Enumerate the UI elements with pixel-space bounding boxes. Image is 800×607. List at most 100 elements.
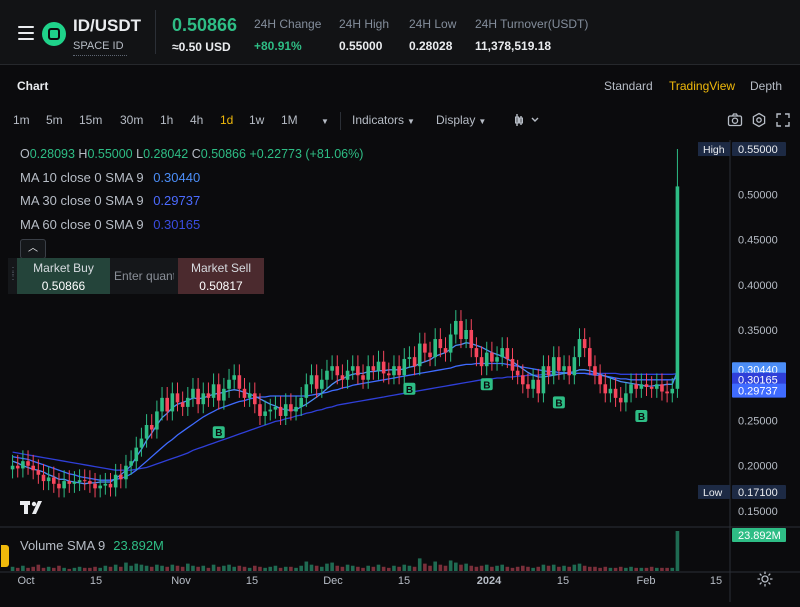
candle-body [247, 393, 252, 398]
candle [253, 382, 257, 414]
candle-body [484, 352, 489, 367]
buy-marker-label: B [638, 412, 645, 423]
collapse-legend-chevron-up-icon[interactable]: ︿ [20, 239, 46, 259]
candle-body [216, 384, 221, 401]
menu-icon[interactable] [18, 26, 34, 40]
volume-bar [180, 566, 185, 571]
candle-body [119, 474, 123, 480]
interval-5m[interactable]: 5m [46, 113, 63, 127]
tab-standard[interactable]: Standard [604, 79, 653, 93]
candle-body [155, 411, 159, 430]
candle-body [72, 482, 77, 484]
price-tick-label: 0.25000 [738, 415, 778, 427]
interval-1m[interactable]: 1m [13, 113, 30, 127]
market-buy-button[interactable]: Market Buy 0.50866 [17, 258, 110, 294]
candle [613, 377, 618, 407]
volume-bar [258, 566, 262, 571]
volume-bar [423, 563, 427, 571]
ma30-legend[interactable]: MA 30 close 0 SMA 9 0.29737 [20, 193, 200, 208]
ma10-legend[interactable]: MA 10 close 0 SMA 9 0.30440 [20, 170, 200, 185]
buy-marker-bg [403, 382, 416, 395]
interval-15m[interactable]: 15m [79, 113, 103, 127]
candle [304, 373, 309, 407]
stat-label: 24H Change [254, 17, 322, 31]
volume-bar [160, 565, 164, 571]
interval-1h[interactable]: 1h [160, 113, 174, 127]
axis-tag-value: 23.892M [738, 530, 781, 542]
interval-1d[interactable]: 1d [220, 113, 234, 127]
candle-body [603, 384, 608, 394]
volume-label: Volume SMA 9 [20, 538, 106, 553]
market-buy-price: 0.50866 [41, 279, 86, 293]
tab-depth[interactable]: Depth [750, 79, 783, 93]
candle-body [402, 358, 407, 376]
candle-body [531, 379, 535, 389]
more-intervals-chevron-down-icon[interactable]: ▼ [321, 117, 329, 126]
gear-icon[interactable] [756, 570, 774, 588]
volume-legend[interactable]: Volume SMA 9 23.892M [20, 538, 164, 553]
candle-body [438, 339, 443, 349]
candle [443, 337, 448, 362]
candle-body [263, 411, 267, 416]
pair-title[interactable]: ID/USDT [73, 16, 141, 35]
last-price: 0.50866 [172, 15, 238, 35]
candle [160, 387, 164, 421]
ohlc-open: 0.28093 [29, 147, 75, 161]
interval-30m[interactable]: 30m [120, 113, 144, 127]
tab-tradingview[interactable]: TradingView [669, 79, 736, 93]
volume-bar [593, 566, 597, 571]
chart-settings-icon[interactable] [751, 112, 767, 128]
volume-bars [10, 531, 680, 571]
candle [484, 341, 489, 376]
interval-1w[interactable]: 1w [249, 113, 265, 127]
volume-bar [484, 564, 489, 571]
volume-bar [196, 566, 200, 571]
volume-bar [119, 566, 123, 571]
candle [108, 472, 113, 497]
candle [144, 414, 149, 448]
indicators-dropdown[interactable]: Indicators ▼ [352, 113, 415, 129]
camera-icon[interactable] [727, 112, 743, 128]
toolbar-divider [340, 112, 341, 130]
candle-body [500, 348, 504, 358]
volume-bar [309, 564, 314, 571]
volume-bar [57, 565, 61, 571]
market-sell-button[interactable]: Market Sell 0.50817 [178, 258, 264, 294]
candle-body [31, 465, 35, 471]
volume-bar [613, 567, 618, 571]
candle [598, 364, 602, 394]
candle-body [541, 366, 546, 394]
volume-bar [598, 567, 602, 571]
ma60-legend[interactable]: MA 60 close 0 SMA 9 0.30165 [20, 217, 200, 232]
volume-bar [469, 565, 474, 571]
candle-type-icon[interactable] [514, 112, 539, 128]
volume-bar [500, 564, 504, 571]
interval-4h[interactable]: 4h [190, 113, 204, 127]
candle [10, 454, 15, 479]
chevron-down-icon: ▼ [478, 117, 487, 126]
candle-body [149, 425, 154, 430]
candle-body [340, 375, 345, 380]
display-dropdown[interactable]: Display ▼ [436, 113, 486, 129]
volume-bar [340, 566, 345, 571]
candle [469, 319, 474, 358]
quantity-input[interactable] [110, 258, 178, 294]
volume-bar [15, 567, 20, 571]
candle [222, 377, 226, 410]
volume-bar [459, 564, 463, 571]
candle [438, 328, 443, 358]
interval-1M[interactable]: 1M [281, 113, 298, 127]
drag-handle-icon[interactable]: ⋮ ⋮ [8, 266, 18, 282]
stat-label: 24H Turnover(USDT) [475, 17, 589, 31]
volume-bar [624, 567, 628, 571]
candle-body [521, 375, 525, 385]
fullscreen-icon[interactable] [775, 112, 791, 128]
tradingview-logo-icon[interactable] [19, 498, 47, 518]
volume-bar [366, 565, 370, 571]
candle-body [289, 404, 293, 412]
pair-subtitle[interactable]: SPACE ID [73, 40, 124, 52]
volume-bar [438, 564, 443, 571]
volume-pane-handle[interactable] [1, 545, 9, 567]
